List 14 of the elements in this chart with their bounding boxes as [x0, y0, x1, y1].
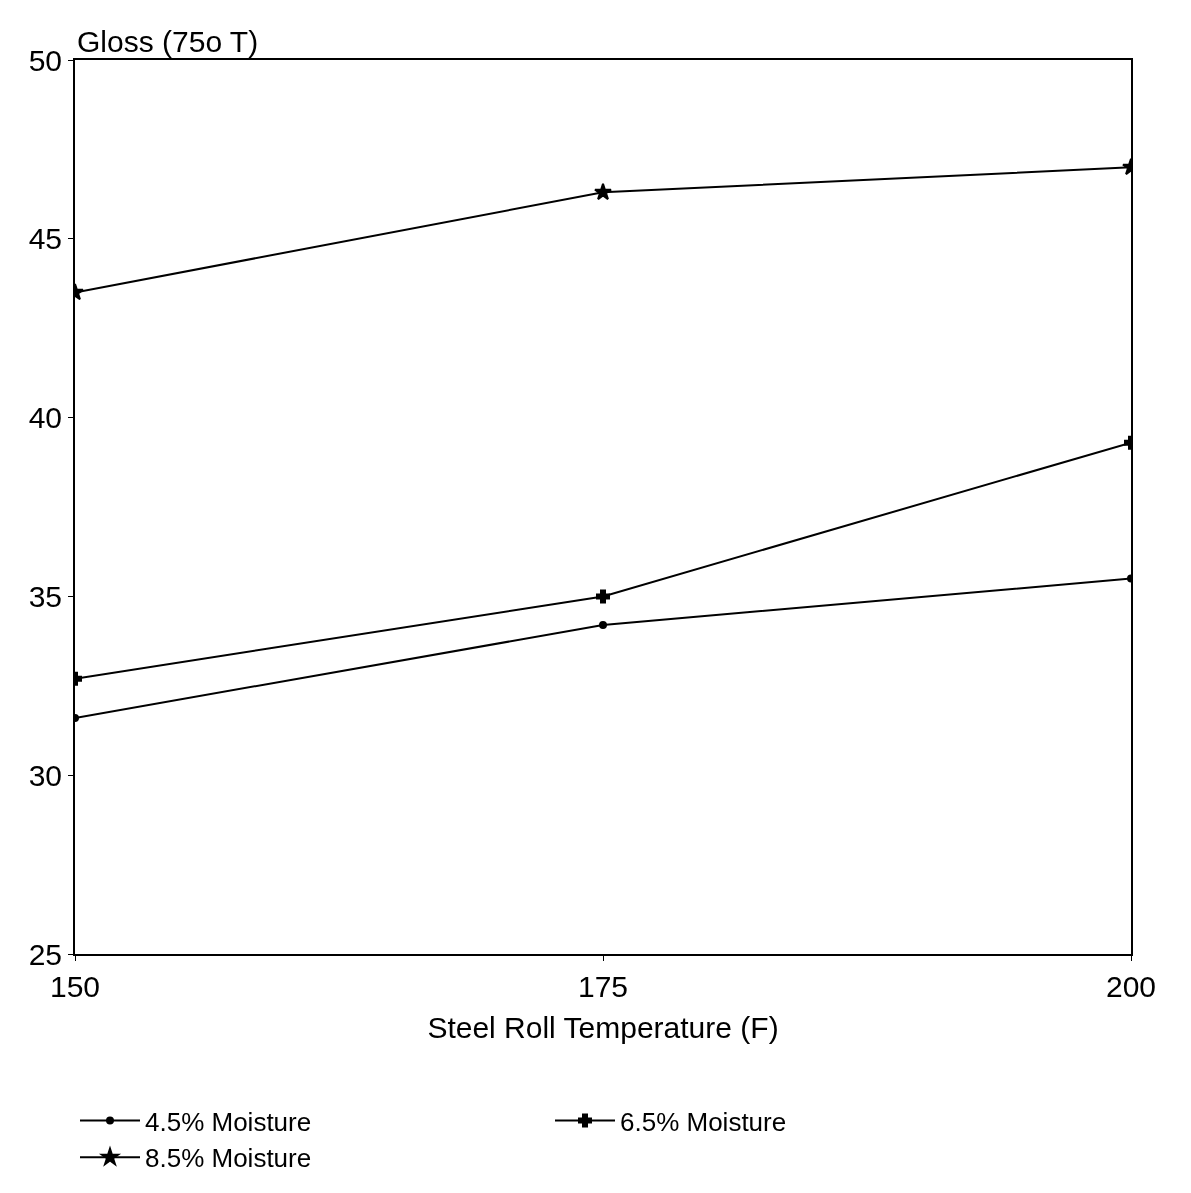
x-axis-title: Steel Roll Temperature (F): [427, 1011, 779, 1044]
y-tick-label: 50: [28, 43, 62, 77]
y-tick-label: 40: [28, 401, 62, 435]
y-tick-label: 30: [28, 758, 62, 792]
x-tick-label: 150: [49, 970, 101, 1003]
x-tick-label: 200: [1105, 970, 1157, 1003]
y-tick-label: 45: [28, 222, 62, 256]
y-axis-title: Gloss (75o T): [77, 25, 259, 58]
y-tick-label: 25: [28, 937, 62, 971]
legend-label: 4.5% Moisture: [145, 1106, 312, 1137]
legend-label: 8.5% Moisture: [145, 1143, 312, 1174]
x-tick-label: 175: [577, 970, 629, 1003]
legend-label: 6.5% Moisture: [620, 1106, 787, 1137]
y-tick-label: 35: [28, 579, 62, 613]
